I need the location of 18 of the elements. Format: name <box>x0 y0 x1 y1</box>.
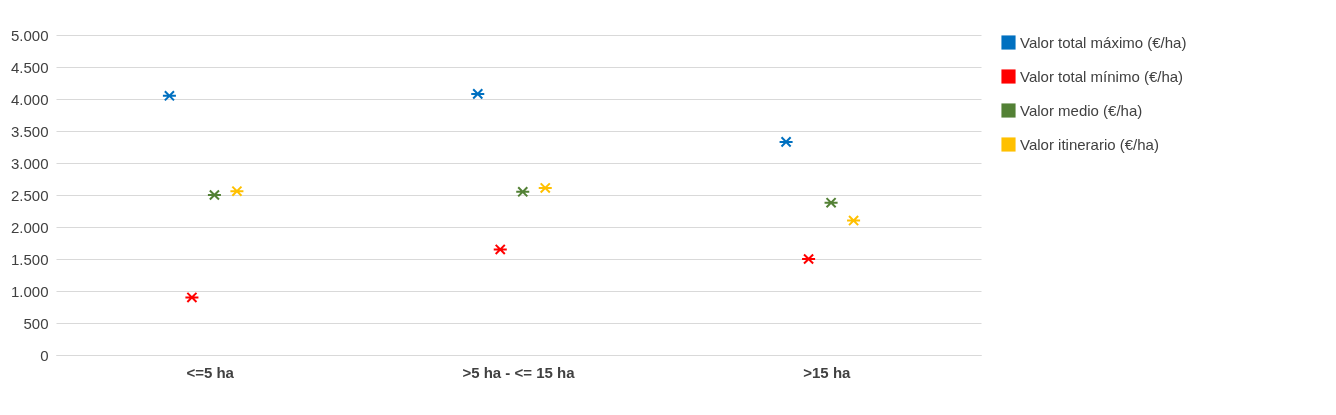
y-tick-label: 1.000 <box>10 282 49 300</box>
y-tick-label: 2.000 <box>10 218 49 236</box>
x-tick-label: >5 ha - <= 15 ha <box>462 363 576 381</box>
legend-label: Valor total máximo (€/ha) <box>1020 33 1187 51</box>
x-tick-label: >15 ha <box>803 363 852 381</box>
y-tick-label: 4.000 <box>10 90 49 108</box>
y-tick-label: 2.500 <box>10 186 49 204</box>
y-tick-label: 500 <box>23 314 49 332</box>
x-tick-label: <=5 ha <box>186 363 235 381</box>
legend-label: Valor total mínimo (€/ha) <box>1020 67 1184 85</box>
y-tick-label: 0 <box>40 346 49 364</box>
y-tick-label: 4.500 <box>10 58 49 76</box>
y-tick-label: 1.500 <box>10 250 49 268</box>
y-tick-label: 5.000 <box>10 26 49 44</box>
y-tick-label: 3.500 <box>10 122 49 140</box>
legend-label: Valor medio (€/ha) <box>1020 101 1143 119</box>
legend-label: Valor itinerario (€/ha) <box>1020 135 1159 153</box>
y-tick-label: 3.000 <box>10 154 49 172</box>
